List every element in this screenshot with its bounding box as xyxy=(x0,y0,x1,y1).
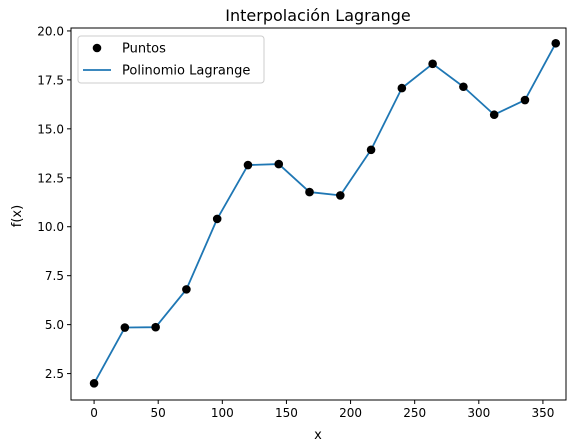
data-point xyxy=(397,83,407,93)
legend-marker-puntos xyxy=(92,43,102,53)
data-point xyxy=(182,285,191,294)
y-tick-label: 20.0 xyxy=(37,24,64,38)
x-tick-label: 50 xyxy=(151,406,166,420)
y-axis-label: f(x) xyxy=(10,205,25,227)
y-tick-label: 15.0 xyxy=(37,122,64,136)
data-point xyxy=(305,187,314,197)
data-point xyxy=(212,214,222,224)
y-tick-label: 10.0 xyxy=(37,220,64,234)
x-axis-label: x xyxy=(314,428,322,443)
data-point xyxy=(274,159,284,169)
x-tick-label: 250 xyxy=(403,406,426,420)
data-point xyxy=(243,160,253,170)
data-point xyxy=(336,191,345,200)
x-tick-label: 200 xyxy=(339,406,362,420)
legend: Puntos Polinomio Lagrange xyxy=(77,35,265,84)
data-point xyxy=(120,323,130,332)
y-tick-label: 17.5 xyxy=(37,73,64,87)
data-point xyxy=(366,145,376,155)
data-point xyxy=(489,110,499,120)
axes-frame xyxy=(70,27,567,401)
y-tick-label: 7.5 xyxy=(45,269,64,283)
legend-frame xyxy=(77,35,265,84)
data-point xyxy=(89,379,99,388)
x-tick-label: 300 xyxy=(467,406,490,420)
y-tick-label: 5.0 xyxy=(45,318,64,332)
y-tick-label: 12.5 xyxy=(37,171,64,185)
legend-label: Puntos xyxy=(122,42,166,57)
data-point xyxy=(520,95,530,105)
legend-label: Polinomio Lagrange xyxy=(122,64,250,79)
data-point xyxy=(151,322,160,332)
data-point xyxy=(551,38,561,48)
x-tick-label: 350 xyxy=(531,406,554,420)
data-point xyxy=(428,59,437,69)
data-point xyxy=(459,82,468,92)
x-tick-label: 0 xyxy=(90,406,98,420)
x-tick-label: 150 xyxy=(275,406,298,420)
plot-area: 0 50 100 150 200 250 300 350 2.5 5.0 7.5 10.0 12.5 15… xyxy=(37,24,567,420)
x-tick-label: 100 xyxy=(211,406,234,420)
series-line-lagrange xyxy=(93,42,557,384)
chart-title: Interpolación Lagrange xyxy=(225,6,410,25)
y-tick-label: 2.5 xyxy=(45,367,64,381)
